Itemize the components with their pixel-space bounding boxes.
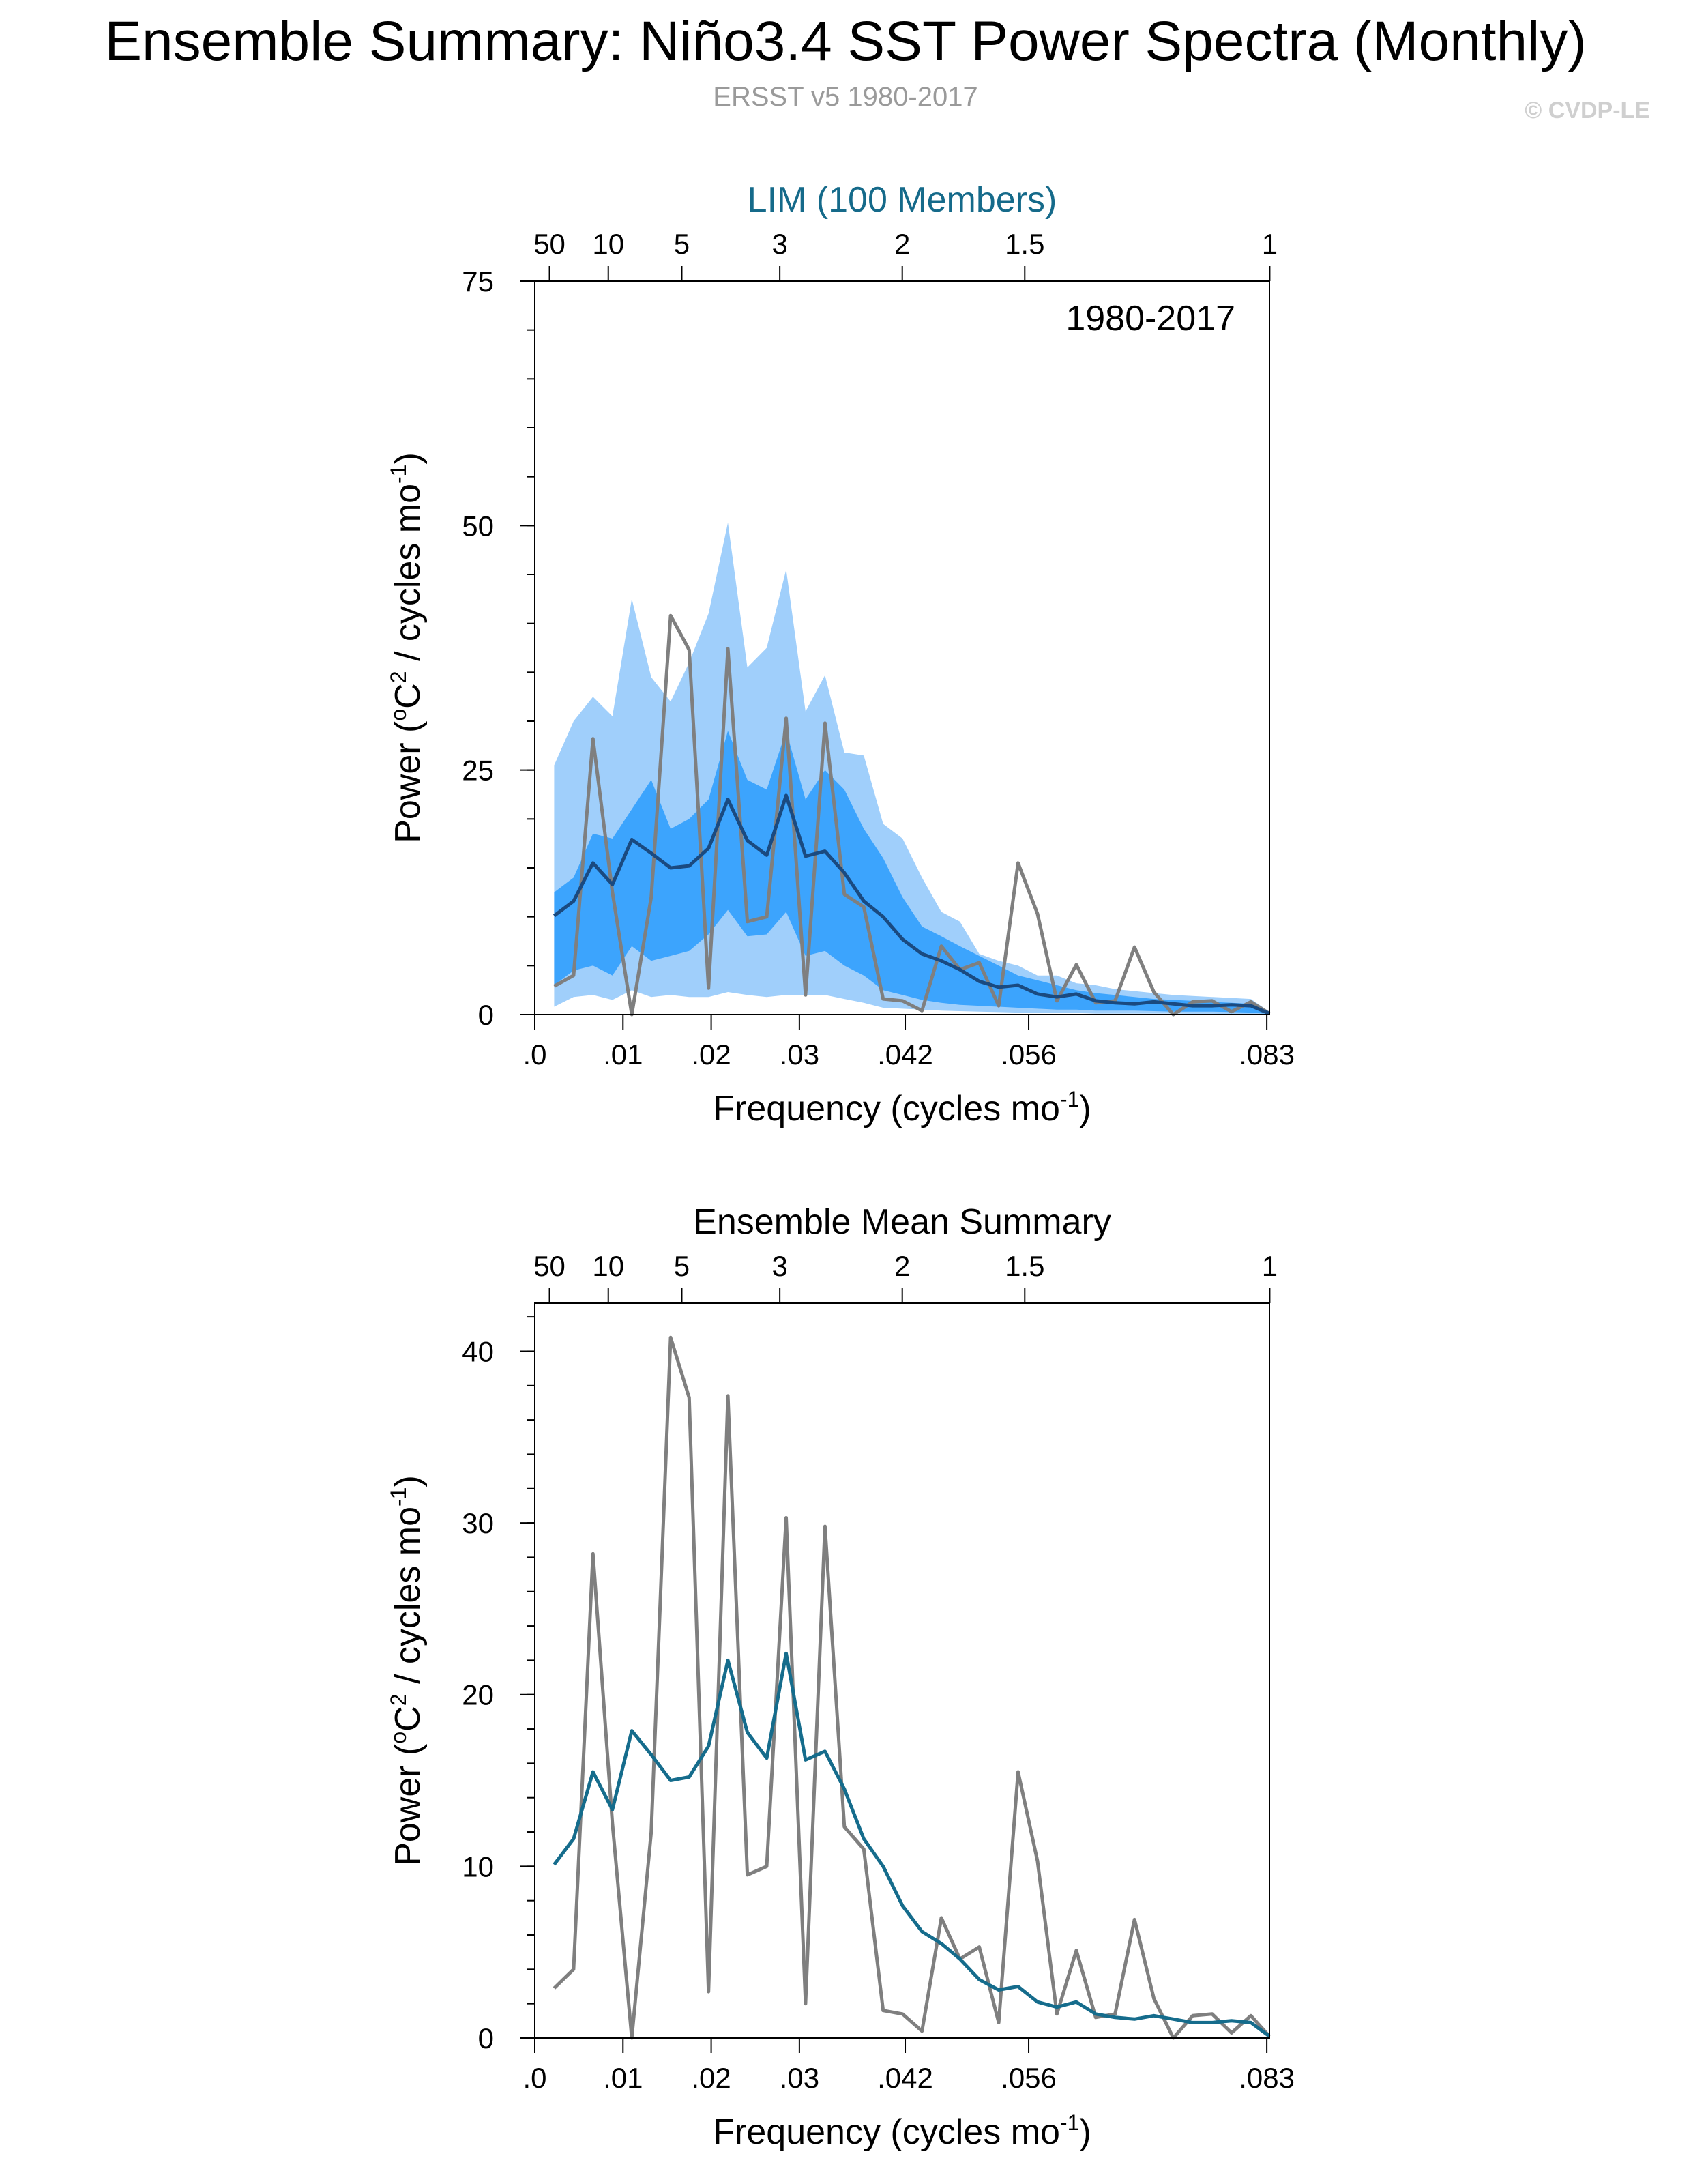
y-axis-label: Power (oC2 / cycles mo-1) (386, 452, 428, 843)
y-tick-label: 25 (462, 755, 494, 787)
page-subtitle: ERSST v5 1980-2017 (713, 82, 978, 112)
chart-panel-1: 0 25 50 75 .0 .01 .02 .03 .042 .056 .083 50 10 5 3 2 1.5… (386, 180, 1295, 1129)
period-tick-label: 5 (674, 228, 690, 260)
x-tick-label: .0 (523, 1038, 546, 1071)
x-tick-label: .01 (603, 1038, 643, 1071)
period-tick-label: 2 (894, 1250, 910, 1282)
x-tick-label: .0 (523, 2062, 546, 2094)
y-tick-label: 20 (462, 1679, 494, 1711)
y-tick-label: 0 (478, 999, 494, 1031)
x-axis-label: Frequency (cycles mo-1) (713, 2110, 1091, 2152)
x-tick-label: .03 (780, 1038, 819, 1071)
period-tick-label: 10 (592, 1250, 624, 1282)
x-tick-label: .02 (691, 2062, 731, 2094)
x-tick-label: .042 (877, 1038, 933, 1071)
x-axis-label: Frequency (cycles mo-1) (713, 1087, 1091, 1129)
x-tick-label: .056 (1001, 1038, 1057, 1071)
y-tick-label: 50 (462, 510, 494, 542)
period-tick-label: 1 (1262, 1250, 1278, 1282)
period-tick-label: 3 (771, 228, 787, 260)
x-tick-label: .042 (877, 2062, 933, 2094)
period-tick-label: 10 (592, 228, 624, 260)
period-annotation: 1980-2017 (1065, 299, 1235, 338)
y-tick-label: 75 (462, 265, 494, 297)
inner-spread-band (554, 731, 1269, 1015)
panel-title: Ensemble Mean Summary (693, 1202, 1111, 1242)
period-tick-label: 1 (1262, 228, 1278, 260)
panel-title: LIM (100 Members) (748, 180, 1057, 220)
observed-series-line (553, 1335, 1271, 2040)
page-title: Ensemble Summary: Niño3.4 SST Power Spec… (104, 10, 1587, 72)
y-tick-label: 30 (462, 1507, 494, 1539)
x-tick-label: .03 (780, 2062, 819, 2094)
x-tick-label: .01 (603, 2062, 643, 2094)
chart-panel-2: 0 10 20 30 40 .0 .01 .02 .03 .042 .056 .083 50 10 5 3 2 1… (386, 1202, 1295, 2152)
plot-frame (534, 1302, 1270, 2039)
y-tick-label: 0 (478, 2022, 494, 2054)
period-tick-label: 2 (894, 228, 910, 260)
copyright-label: © CVDP-LE (1525, 98, 1650, 123)
period-tick-label: 3 (771, 1250, 787, 1282)
x-tick-label: .056 (1001, 2062, 1057, 2094)
x-tick-label: .083 (1239, 2062, 1295, 2094)
period-tick-label: 1.5 (1005, 228, 1044, 260)
ensemble-mean-series-line (553, 1651, 1271, 2038)
observed-series-line (553, 613, 1271, 1017)
period-tick-label: 5 (674, 1250, 690, 1282)
period-tick-label: 1.5 (1005, 1250, 1044, 1282)
y-tick-label: 10 (462, 1850, 494, 1882)
y-tick-label: 40 (462, 1335, 494, 1367)
period-tick-label: 50 (533, 1250, 565, 1282)
x-tick-label: .083 (1239, 1038, 1295, 1071)
ensemble-mean-series-line (553, 793, 1270, 1015)
x-tick-label: .02 (691, 1038, 731, 1071)
y-axis-label: Power (oC2 / cycles mo-1) (386, 1475, 428, 1866)
period-tick-label: 50 (533, 228, 565, 260)
